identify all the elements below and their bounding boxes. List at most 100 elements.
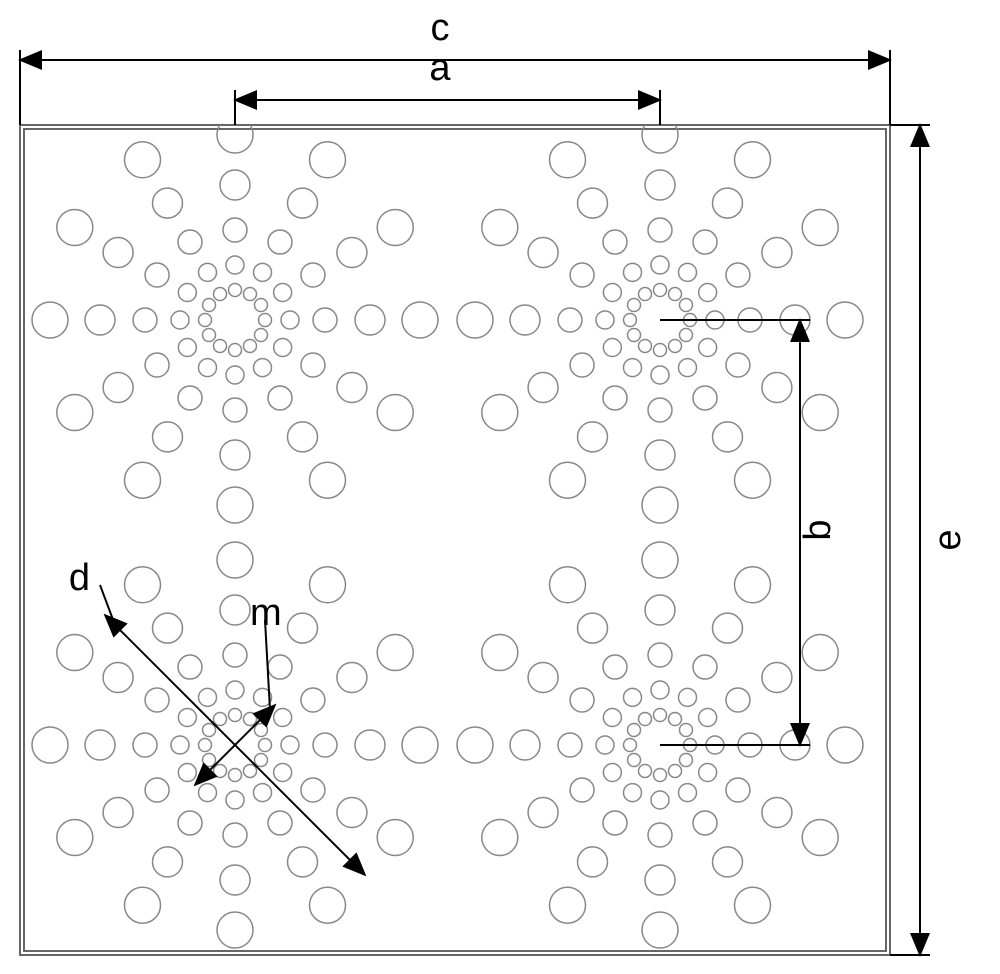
- hole: [827, 302, 863, 338]
- hole: [645, 595, 675, 625]
- hole: [679, 263, 697, 281]
- hole: [178, 764, 196, 782]
- hole: [669, 288, 682, 301]
- hole: [254, 359, 272, 377]
- hole: [145, 263, 169, 287]
- hole: [735, 567, 771, 603]
- hole: [32, 727, 68, 763]
- hole: [726, 778, 750, 802]
- hole: [223, 823, 247, 847]
- hole: [310, 462, 346, 498]
- hole: [226, 256, 244, 274]
- hole: [482, 210, 518, 246]
- layer-holes: [32, 117, 863, 948]
- hole: [226, 681, 244, 699]
- hole: [651, 256, 669, 274]
- hole: [762, 663, 792, 693]
- hole: [153, 422, 183, 452]
- hole: [274, 284, 292, 302]
- hole: [133, 733, 157, 757]
- hole: [693, 230, 717, 254]
- hole: [178, 655, 202, 679]
- hole: [654, 284, 667, 297]
- hole: [578, 188, 608, 218]
- hole: [171, 311, 189, 329]
- hole: [578, 847, 608, 877]
- hole: [199, 359, 217, 377]
- hole: [645, 440, 675, 470]
- hole: [377, 635, 413, 671]
- hole: [762, 238, 792, 268]
- hole: [259, 739, 272, 752]
- hole: [693, 386, 717, 410]
- hole: [214, 288, 227, 301]
- hole: [337, 798, 367, 828]
- hole: [651, 681, 669, 699]
- hole: [254, 263, 272, 281]
- hole: [217, 487, 253, 523]
- hole: [624, 739, 637, 752]
- hole: [214, 764, 227, 777]
- hole: [550, 142, 586, 178]
- hole: [288, 188, 318, 218]
- hole: [57, 635, 93, 671]
- hole: [203, 754, 216, 767]
- hole: [528, 373, 558, 403]
- dim-label-a: a: [429, 47, 451, 89]
- hole: [226, 791, 244, 809]
- hole: [125, 462, 161, 498]
- hole: [203, 329, 216, 342]
- hole: [603, 386, 627, 410]
- hole: [669, 764, 682, 777]
- hole: [301, 353, 325, 377]
- hole: [457, 302, 493, 338]
- hole: [669, 713, 682, 726]
- hole: [713, 188, 743, 218]
- hole: [377, 820, 413, 856]
- hole: [603, 764, 621, 782]
- hole: [178, 386, 202, 410]
- hole: [735, 142, 771, 178]
- hole: [313, 733, 337, 757]
- hole: [651, 366, 669, 384]
- hole: [254, 329, 267, 342]
- hole: [558, 308, 582, 332]
- hole: [679, 329, 692, 342]
- hole: [274, 339, 292, 357]
- hole: [651, 791, 669, 809]
- hole: [244, 288, 257, 301]
- hole: [482, 820, 518, 856]
- hole: [628, 754, 641, 767]
- hole: [226, 366, 244, 384]
- hole: [726, 263, 750, 287]
- hole: [654, 344, 667, 357]
- hole: [301, 778, 325, 802]
- hole: [570, 263, 594, 287]
- hole: [679, 688, 697, 706]
- hole: [624, 314, 637, 327]
- hole: [254, 724, 267, 737]
- hole: [85, 730, 115, 760]
- diagram-container: { "canvas": { "width": 1000, "height": 9…: [0, 0, 1000, 974]
- hole: [313, 308, 337, 332]
- hole: [268, 230, 292, 254]
- hole: [229, 344, 242, 357]
- hole: [578, 422, 608, 452]
- hole: [254, 299, 267, 312]
- hole: [510, 730, 540, 760]
- hole: [693, 655, 717, 679]
- hole: [726, 688, 750, 712]
- hole: [268, 811, 292, 835]
- hole: [57, 820, 93, 856]
- hole: [199, 263, 217, 281]
- hole: [133, 308, 157, 332]
- hole: [570, 778, 594, 802]
- hole: [550, 887, 586, 923]
- hole: [624, 263, 642, 281]
- hole: [217, 542, 253, 578]
- hole: [642, 912, 678, 948]
- hole: [310, 887, 346, 923]
- hole: [603, 339, 621, 357]
- hole: [220, 170, 250, 200]
- hole: [153, 188, 183, 218]
